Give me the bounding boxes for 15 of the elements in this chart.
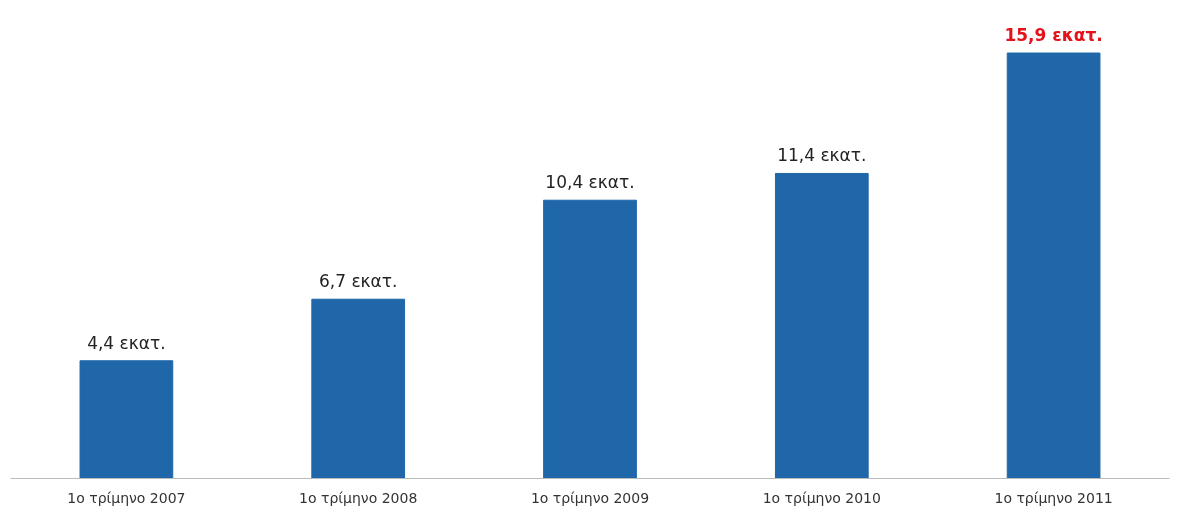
x-tick-label: 1ο τρίμηνο 2008	[299, 489, 418, 506]
x-tick-label: 1ο τρίμηνο 2007	[67, 489, 186, 506]
data-label: 10,4 εκατ.	[545, 172, 635, 193]
bar	[79, 360, 174, 479]
x-tick-label: 1ο τρίμηνο 2010	[762, 489, 881, 506]
data-label: 4,4 εκατ.	[87, 332, 166, 353]
x-tick-label: 1ο τρίμηνο 2011	[994, 489, 1113, 506]
bar	[311, 298, 406, 479]
bar	[1006, 52, 1101, 479]
bar	[543, 199, 637, 479]
bar	[774, 172, 869, 479]
x-tick-label: 1ο τρίμηνο 2009	[530, 489, 650, 506]
data-label: 15,9 εκατ.	[1004, 25, 1103, 46]
data-label: 6,7 εκατ.	[318, 271, 398, 292]
data-label: 11,4 εκατ.	[777, 145, 867, 166]
